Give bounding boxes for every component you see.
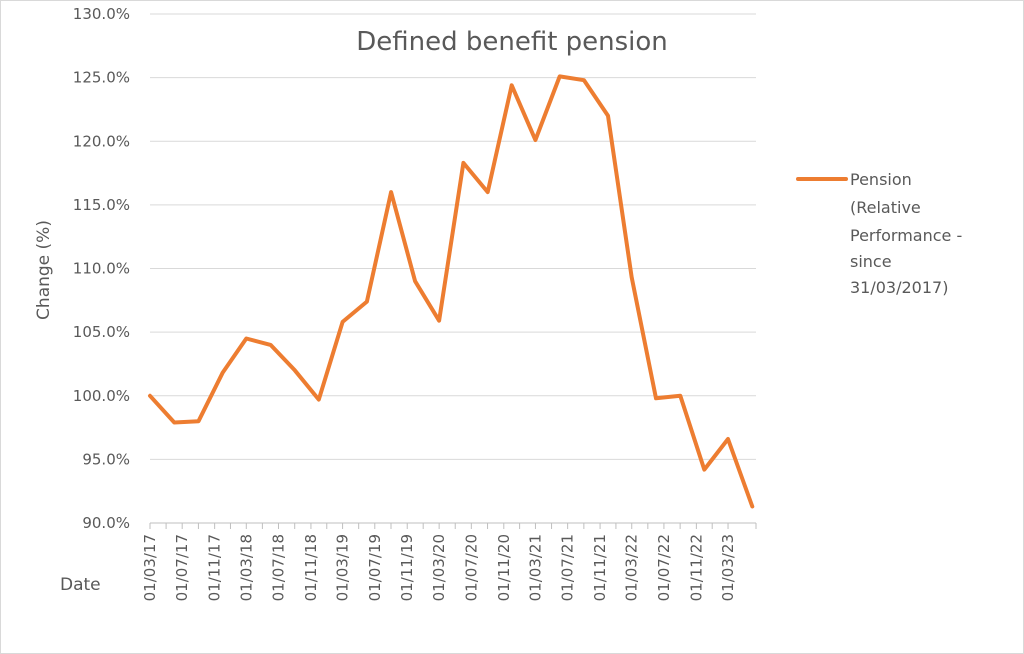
- data-point: [678, 394, 682, 398]
- data-point: [558, 74, 562, 78]
- x-tick-label: 01/03/17: [141, 534, 159, 601]
- x-tick-label: 01/07/17: [173, 534, 191, 601]
- x-tick-label: 01/03/22: [623, 534, 641, 601]
- data-point: [293, 368, 297, 372]
- y-tick-labels: 90.0% 95.0% 100.0% 105.0% 110.0% 115.0% 120.0%…: [73, 5, 130, 532]
- y-tick-label: 95.0%: [82, 450, 130, 468]
- x-tick-label: 01/07/18: [269, 534, 287, 601]
- data-point: [726, 437, 730, 441]
- data-point: [461, 161, 465, 165]
- data-point: [148, 394, 152, 398]
- series-points: [148, 74, 754, 508]
- y-tick-label: 115.0%: [73, 196, 130, 214]
- data-point: [197, 419, 201, 423]
- y-tick-label: 125.0%: [73, 69, 130, 87]
- data-point: [654, 396, 658, 400]
- data-point: [389, 190, 393, 194]
- x-tick-label: 01/03/19: [334, 534, 352, 601]
- data-point: [341, 320, 345, 324]
- y-tick-label: 105.0%: [73, 323, 130, 341]
- x-tick-label: 01/07/20: [462, 534, 480, 601]
- data-point: [365, 300, 369, 304]
- x-tick-label: 01/11/20: [495, 534, 513, 601]
- data-point: [244, 336, 248, 340]
- data-point: [221, 371, 225, 375]
- y-tick-label: 130.0%: [73, 5, 130, 23]
- data-point: [437, 319, 441, 323]
- legend-label: Pension (Relative Performance - since 31…: [850, 170, 967, 297]
- data-point: [172, 420, 176, 424]
- y-axis-label: Change (%): [34, 220, 54, 320]
- y-tick-label: 100.0%: [73, 387, 130, 405]
- x-tick-label: 01/11/22: [687, 534, 705, 601]
- y-tick-label: 120.0%: [73, 132, 130, 150]
- data-point: [630, 275, 634, 279]
- data-point: [750, 504, 754, 508]
- data-point: [606, 114, 610, 118]
- data-point: [317, 398, 321, 402]
- data-point: [510, 83, 514, 87]
- series-line-pension: [148, 74, 755, 509]
- x-tick-label: 01/03/23: [719, 534, 737, 601]
- legend: Pension (Relative Performance - since 31…: [796, 170, 967, 297]
- x-tick-label: 01/11/19: [398, 534, 416, 601]
- x-tick-label: 01/03/21: [526, 534, 544, 601]
- x-tick-label: 01/11/21: [591, 534, 609, 601]
- data-point: [702, 468, 706, 472]
- y-tick-label: 90.0%: [82, 514, 130, 532]
- x-tick-label: 01/03/20: [430, 534, 448, 601]
- x-tick-label: 01/03/18: [237, 534, 255, 601]
- x-tick-marks: [149, 523, 757, 529]
- x-tick-label: 01/07/19: [366, 534, 384, 601]
- data-point: [269, 343, 273, 347]
- chart-title: Defined benefit pension: [356, 27, 668, 57]
- x-tick-label: 01/11/17: [206, 534, 224, 601]
- x-tick-label: 01/11/18: [302, 534, 320, 601]
- data-point: [533, 138, 537, 142]
- x-tick-label: 01/07/22: [655, 534, 673, 601]
- x-tick-label: 01/07/21: [559, 534, 577, 601]
- x-tick-labels: 01/03/17 01/07/17 01/11/17 01/03/18 01/07/18…: [141, 534, 737, 601]
- x-axis-label: Date: [60, 575, 101, 595]
- y-tick-label: 110.0%: [73, 260, 130, 278]
- data-point: [486, 190, 490, 194]
- data-point: [413, 279, 417, 283]
- data-point: [582, 78, 586, 82]
